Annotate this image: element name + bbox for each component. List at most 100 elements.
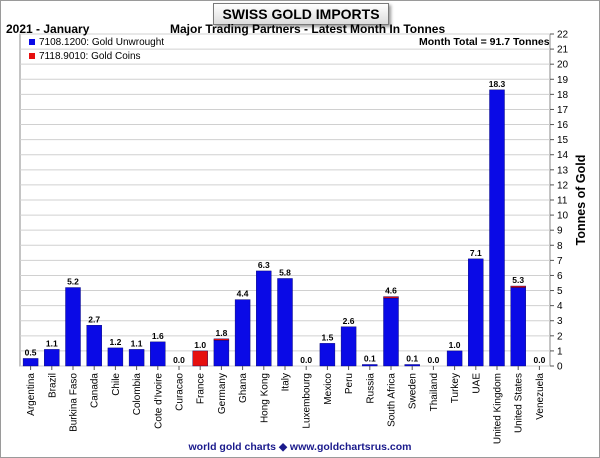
- bar-unwrought: [22, 358, 39, 367]
- x-tick-label: Venezuela: [535, 373, 546, 420]
- data-label: 0.0: [300, 355, 312, 365]
- x-tick-label: Curacao: [175, 373, 186, 411]
- x-tick-label: Italy: [281, 373, 292, 391]
- x-tick-label: Mexico: [323, 373, 334, 405]
- y-tick-label: 1: [557, 346, 563, 357]
- data-label: 0.0: [533, 355, 545, 365]
- x-tick-label: UAE: [471, 373, 482, 394]
- y-tick-label: 20: [557, 60, 569, 71]
- data-label: 1.1: [46, 338, 58, 348]
- y-tick-label: 5: [557, 286, 563, 297]
- data-label: 0.1: [406, 353, 418, 363]
- bar-coins: [192, 350, 208, 367]
- bar-unwrought: [362, 364, 378, 367]
- legend-item-coins: 7118.9010: Gold Coins: [29, 51, 141, 62]
- x-axis-ticks: Argentina Brazil Burkina Faso Canada Chile Co…: [26, 366, 546, 444]
- y-tick-label: 16: [557, 120, 569, 131]
- x-tick-label: Luxembourg: [302, 373, 313, 429]
- x-tick-label: Ghana: [238, 373, 249, 403]
- y-tick-label: 2: [557, 331, 563, 342]
- data-label: 5.3: [512, 275, 524, 285]
- x-tick-label: Germany: [217, 373, 228, 414]
- y-tick-label: 4: [557, 301, 563, 312]
- data-labels: 0.5 1.1 5.2 2.7 1.2 1.1 1.6 0.0 1.0 1.8 4.4 6.3 5.8 0…: [25, 79, 546, 365]
- bar-unwrought: [86, 325, 102, 367]
- x-tick-label: Hong Kong: [259, 373, 270, 423]
- x-tick-label: Sweden: [408, 373, 419, 409]
- data-label: 4.4: [237, 289, 249, 299]
- bar-unwrought: [489, 89, 505, 367]
- data-label: 5.2: [67, 277, 79, 287]
- y-tick-label: 6: [557, 271, 563, 282]
- legend-swatch-blue-icon: [29, 39, 35, 45]
- data-label: 2.7: [88, 314, 100, 324]
- x-tick-label: Thailand: [429, 373, 440, 411]
- bar-unwrought: [383, 297, 399, 367]
- data-label: 5.8: [279, 267, 291, 277]
- footer-credit: world gold charts ◆ www.goldchartsrus.co…: [188, 441, 412, 453]
- bars: [22, 89, 526, 367]
- data-label: 0.0: [427, 355, 439, 365]
- x-tick-label: Peru: [344, 373, 355, 394]
- bar-unwrought: [319, 343, 336, 367]
- data-label: 6.3: [258, 260, 270, 270]
- x-tick-label: United States: [514, 373, 525, 433]
- period-label: 2021 - January: [6, 22, 90, 36]
- data-label: 1.0: [449, 340, 461, 350]
- y-tick-label: 9: [557, 226, 563, 237]
- legend-label-coins: 7118.9010: Gold Coins: [39, 51, 141, 62]
- bar-unwrought: [128, 349, 145, 367]
- y-tick-label: 13: [557, 165, 569, 176]
- x-tick-label: Burkina Faso: [69, 373, 80, 432]
- y-tick-label: 10: [557, 211, 569, 222]
- data-label: 1.8: [215, 328, 227, 338]
- y-tick-label: 21: [557, 45, 569, 56]
- x-tick-label: Russia: [365, 373, 376, 404]
- x-tick-label: Turkey: [450, 373, 461, 403]
- bar-unwrought: [510, 287, 526, 367]
- data-label: 1.2: [109, 337, 121, 347]
- x-tick-label: Canada: [90, 373, 101, 408]
- y-tick-label: 22: [557, 30, 569, 41]
- data-label: 0.5: [25, 347, 37, 357]
- y-tick-label: 14: [557, 150, 569, 161]
- y-tick-label: 3: [557, 316, 563, 327]
- y-axis-label: Tonnes of Gold: [574, 155, 588, 246]
- data-label: 4.6: [385, 286, 397, 296]
- x-tick-label: South Africa: [387, 373, 398, 427]
- legend-label-unwrought: 7108.1200: Gold Unwrought: [39, 37, 165, 48]
- x-tick-label: Cote d'Ivoire: [153, 373, 164, 429]
- bar-unwrought: [277, 278, 293, 367]
- data-label: 1.1: [131, 338, 143, 348]
- x-tick-label: Brazil: [47, 373, 58, 398]
- month-total: Month Total = 91.7 Tonnes: [419, 36, 550, 48]
- data-label: 2.6: [343, 316, 355, 326]
- data-label: 1.5: [321, 332, 333, 342]
- bar-unwrought: [150, 341, 166, 367]
- y-tick-label: 0: [557, 362, 563, 373]
- y-tick-label: 15: [557, 135, 569, 146]
- x-tick-label: United Kingdom: [493, 373, 504, 444]
- bar-coins: [213, 338, 230, 341]
- bar-unwrought: [256, 270, 272, 367]
- chart-subtitle: Major Trading Partners - Latest Month In…: [170, 22, 446, 36]
- data-label: 18.3: [489, 79, 506, 89]
- y-tick-label: 11: [557, 196, 568, 207]
- bar-unwrought: [404, 364, 420, 367]
- y-tick-label: 18: [557, 90, 569, 101]
- bar-unwrought: [65, 287, 81, 367]
- bar-unwrought: [340, 326, 357, 367]
- x-tick-label: France: [196, 373, 207, 405]
- data-label: 0.0: [173, 355, 185, 365]
- bar-unwrought: [468, 258, 484, 367]
- data-label: 7.1: [470, 248, 482, 258]
- legend-item-unwrought: 7108.1200: Gold Unwrought: [29, 37, 164, 48]
- y-tick-label: 12: [557, 180, 569, 191]
- x-tick-label: Colombia: [132, 373, 143, 416]
- data-label: 1.0: [194, 340, 206, 350]
- legend-swatch-red-icon: [29, 53, 35, 59]
- bar-coins: [510, 285, 526, 288]
- y-tick-label: 17: [557, 105, 569, 116]
- bar-unwrought: [234, 299, 251, 367]
